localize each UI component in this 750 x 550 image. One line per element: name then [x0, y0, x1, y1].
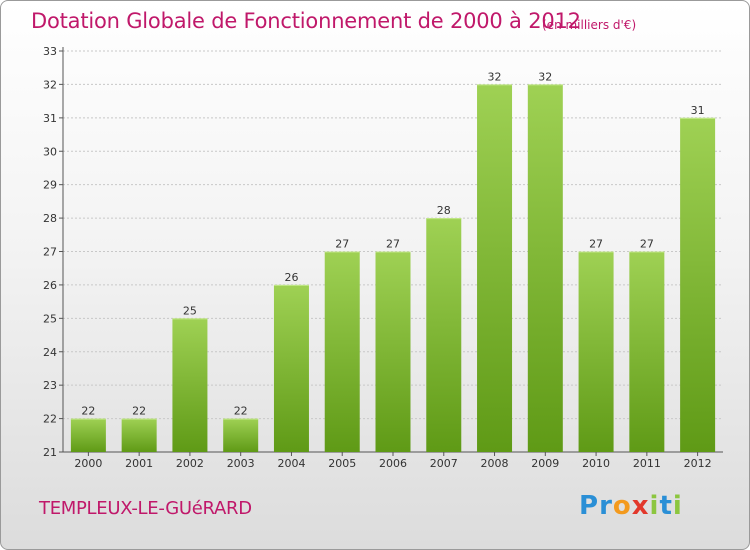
bar: [223, 418, 259, 452]
logo-letter: o: [612, 491, 632, 521]
chart-subtitle: (en milliers d'€): [542, 18, 637, 32]
y-tick-label: 29: [43, 179, 57, 192]
x-tick-label: 2005: [328, 457, 356, 470]
y-tick-label: 22: [43, 413, 57, 426]
x-tick-label: 2000: [74, 457, 102, 470]
labels: 21 22 23 24 25 26 27 28 29 30 31 32 33 22 2000 22 2001 25…: [43, 45, 712, 470]
bar: [680, 117, 716, 452]
commune-name: TEMPLEUX-LE-GUéRARD: [39, 498, 252, 519]
x-tick-label: 2009: [531, 457, 559, 470]
bar: [70, 418, 106, 452]
bar: [477, 84, 513, 453]
bar: [121, 418, 157, 452]
data-label: 27: [589, 238, 603, 251]
y-tick-label: 25: [43, 312, 57, 325]
y-tick-label: 30: [43, 145, 57, 158]
y-tick-label: 28: [43, 212, 57, 225]
data-label: 25: [183, 304, 197, 317]
y-tick-label: 24: [43, 346, 57, 359]
y-tick-label: 27: [43, 246, 57, 259]
chart-title: Dotation Globale de Fonctionnement de 20…: [31, 9, 581, 33]
data-label: 22: [234, 405, 248, 418]
x-tick-label: 2010: [582, 457, 610, 470]
bar: [578, 251, 614, 452]
logo-letter: t: [659, 491, 673, 521]
y-tick-label: 23: [43, 379, 57, 392]
logo-letter: x: [631, 491, 650, 521]
data-label: 22: [132, 405, 146, 418]
data-label: 27: [386, 238, 400, 251]
x-tick-label: 2006: [379, 457, 407, 470]
data-label: 22: [81, 405, 95, 418]
y-tick-label: 32: [43, 78, 57, 91]
x-tick-label: 2001: [125, 457, 153, 470]
y-tick-label: 26: [43, 279, 57, 292]
logo-letter: i: [649, 491, 660, 521]
data-label: 26: [284, 271, 298, 284]
x-tick-label: 2011: [633, 457, 661, 470]
bar: [375, 251, 411, 452]
x-tick-label: 2008: [481, 457, 509, 470]
bars: [70, 84, 716, 453]
bar: [172, 318, 208, 452]
bar: [324, 251, 360, 452]
data-label: 28: [437, 204, 451, 217]
x-tick-label: 2007: [430, 457, 458, 470]
logo-letter: i: [672, 491, 683, 521]
x-tick-label: 2002: [176, 457, 204, 470]
x-tick-label: 2004: [277, 457, 305, 470]
data-label: 27: [640, 238, 654, 251]
logo-letter: r: [599, 491, 613, 521]
bar: [426, 218, 462, 452]
x-tick-label: 2012: [684, 457, 712, 470]
y-tick-label: 31: [43, 112, 57, 125]
data-label: 32: [538, 70, 552, 83]
x-tick-label: 2003: [227, 457, 255, 470]
data-label: 32: [488, 70, 502, 83]
logo-letter: P: [579, 491, 600, 521]
y-tick-label: 33: [43, 45, 57, 58]
bar: [527, 84, 563, 453]
bar: [273, 284, 309, 452]
proxiti-logo: Proxiti: [579, 491, 683, 521]
bar: [629, 251, 665, 452]
y-tick-label: 21: [43, 446, 57, 459]
data-label: 27: [335, 238, 349, 251]
data-label: 31: [691, 104, 705, 117]
